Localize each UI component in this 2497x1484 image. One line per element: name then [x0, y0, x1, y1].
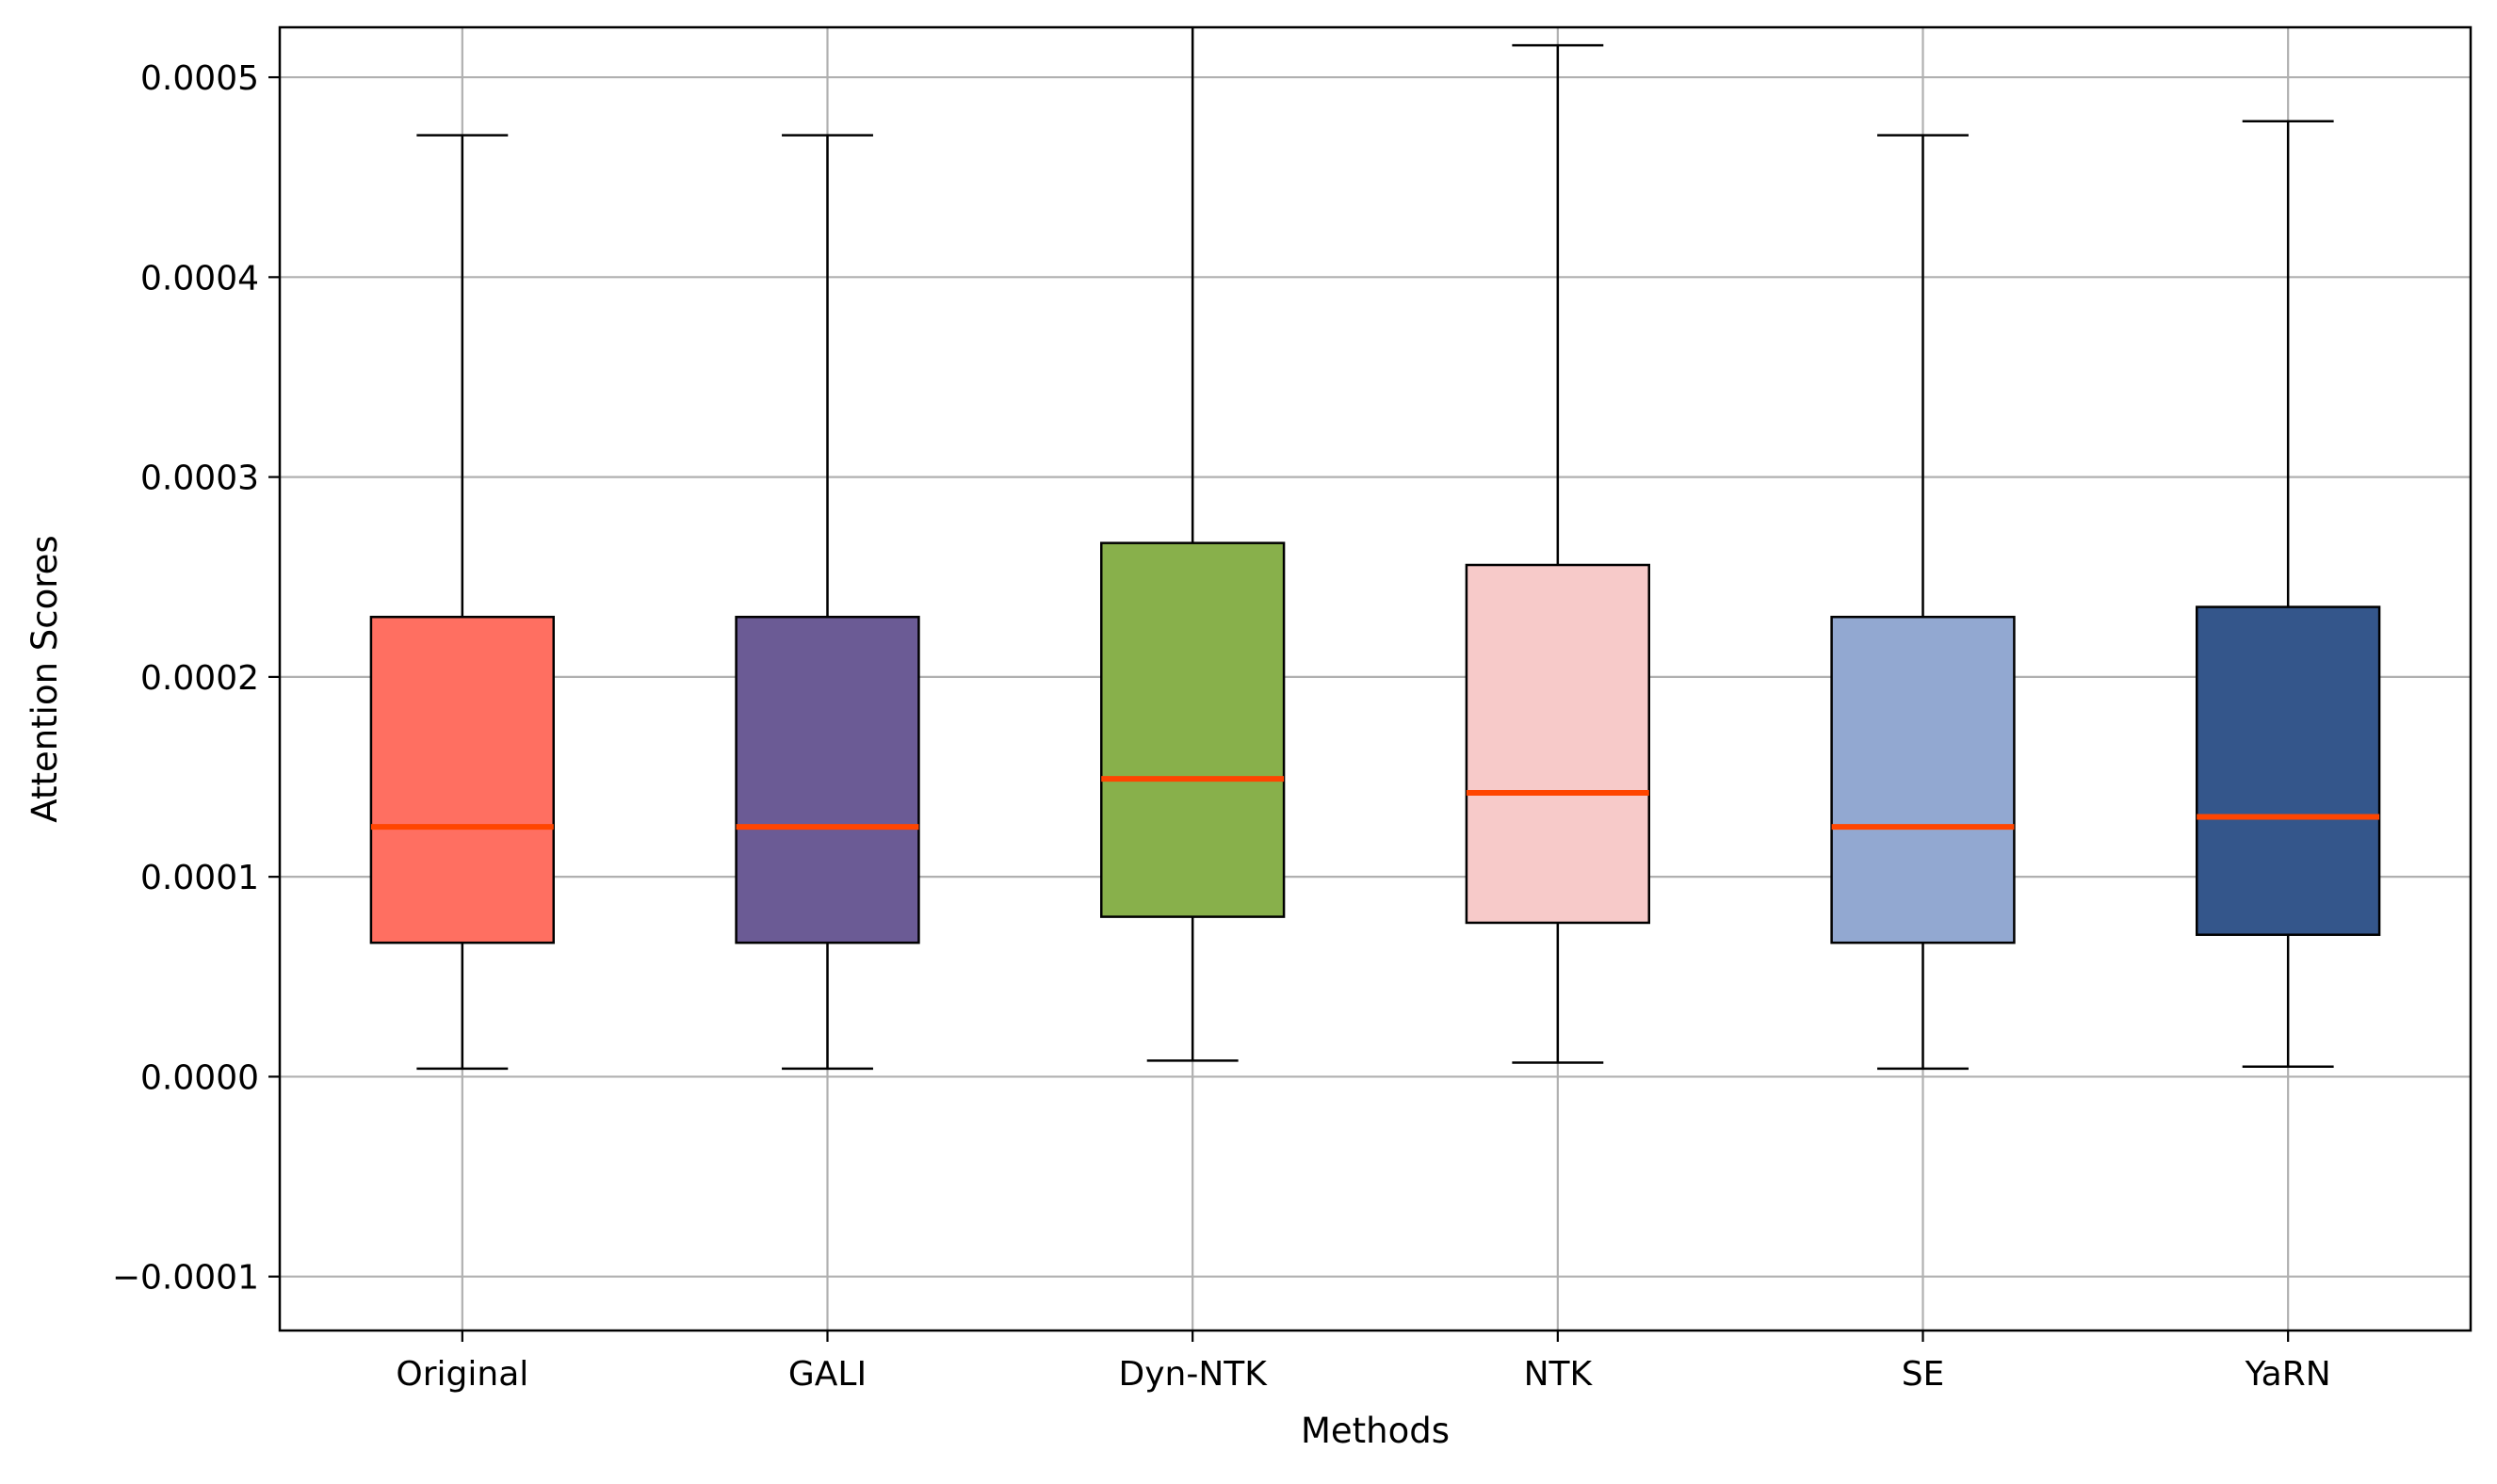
y-tick-label: −0.0001: [112, 1259, 259, 1298]
plot-frame: [278, 25, 2473, 1332]
x-tick-label: Dyn-NTK: [1118, 1355, 1268, 1394]
y-tick-label: 0.0002: [140, 659, 259, 698]
box-ntk: [1465, 43, 1650, 1064]
y-tick-label: 0.0001: [140, 859, 259, 897]
x-axis-ticks: Original GALI Dyn-NTK NTK SE YaRN: [396, 1331, 2331, 1394]
box-original: [369, 134, 555, 1071]
x-tick-label: SE: [1902, 1355, 1945, 1394]
box-gali: [735, 134, 920, 1071]
x-tick-label: GALI: [788, 1355, 867, 1394]
box-dyn-ntk: [1100, 27, 1286, 1062]
box-body: [1830, 615, 2016, 944]
y-axis-title: Attention Scores: [24, 535, 65, 822]
x-tick-label: NTK: [1524, 1355, 1594, 1394]
y-tick-label: 0.0003: [140, 460, 259, 498]
x-tick-label: Original: [396, 1355, 528, 1394]
x-axis-title: Methods: [1301, 1411, 1450, 1451]
y-tick-label: 0.0004: [140, 259, 259, 298]
box-body: [369, 615, 555, 944]
box-se: [1830, 134, 2016, 1071]
box-body: [735, 615, 920, 944]
y-tick-label: 0.0005: [140, 59, 259, 98]
y-axis-ticks: −0.0001 0.0000 0.0001 0.0002 0.0003 0.0004 0.0…: [112, 59, 280, 1298]
y-tick-label: 0.0000: [140, 1058, 259, 1097]
boxes: [369, 27, 2381, 1071]
box-yarn: [2196, 120, 2381, 1069]
box-body: [1465, 563, 1650, 925]
x-tick-label: YaRN: [2245, 1355, 2331, 1394]
box-body: [2196, 605, 2381, 936]
box-body: [1100, 541, 1286, 918]
